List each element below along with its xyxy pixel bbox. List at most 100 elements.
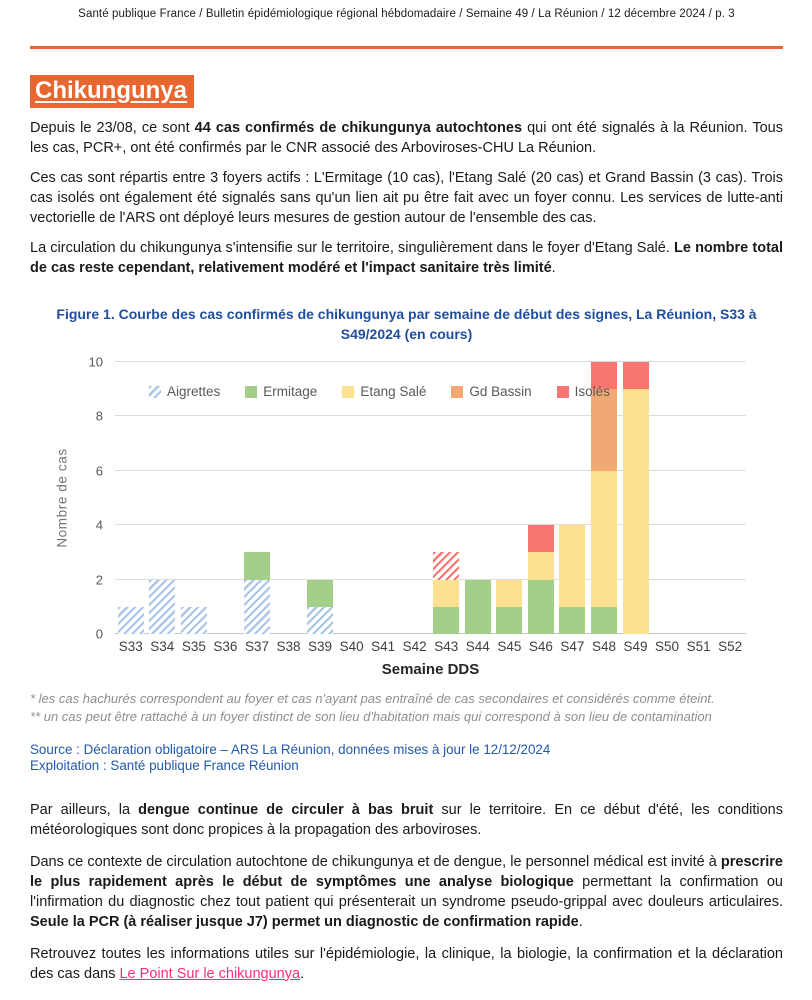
bar-segment-isol-s-hachur-s	[433, 552, 460, 580]
bar-S49	[622, 362, 649, 634]
bar-segment-etang-sal	[559, 525, 586, 607]
text-run: Ces cas sont répartis entre 3 foyers act…	[30, 170, 783, 226]
bar-S48	[590, 362, 617, 634]
bar-segment-isol-s	[622, 362, 649, 390]
source-line: Source : Déclaration obligatoire – ARS L…	[30, 742, 551, 757]
bar-segment-etang-sal	[590, 470, 617, 607]
y-tick-8: 8	[95, 408, 103, 424]
text-run: Dans ce contexte de circulation autochto…	[30, 854, 721, 870]
bar-slot-S42	[399, 362, 431, 634]
header-divider	[30, 46, 783, 49]
bar-segment-aigrettes	[149, 579, 176, 634]
legend-label: Ermitage	[263, 384, 318, 399]
paragraph-link: Retrouvez toutes les informations utiles…	[30, 944, 783, 984]
text-run: permettant la confirmation ou l'infirmat…	[30, 874, 783, 910]
exploitation-line: Exploitation : Santé publique France Réu…	[30, 758, 299, 773]
bar-slot-S34	[147, 362, 179, 634]
bar-slot-S41	[367, 362, 399, 634]
bar-slot-S46	[525, 362, 557, 634]
bar-slot-S33	[115, 362, 147, 634]
bar-segment-isol-s	[590, 362, 617, 390]
text-run: Retrouvez toutes les informations utiles…	[30, 946, 783, 982]
text-run: Depuis le 23/08, ce sont	[30, 120, 195, 136]
legend-swatch-ermitage	[245, 385, 258, 398]
x-axis-labels: S33 S34 S35 S36 S37 S38 S39 S40 S41 S42 S43 S44 S45 S…	[115, 639, 746, 654]
x-tick-S34: S34	[150, 639, 175, 654]
legend-item-gd-bassin: Gd Bassin	[451, 384, 532, 399]
x-tick-S41: S41	[371, 639, 396, 654]
legend-swatch-gd-bassin	[451, 385, 464, 398]
bar-S45	[496, 579, 523, 634]
text-run: qui ont été signalés à la Réunion. Tous …	[30, 120, 783, 156]
bar-slot-S35	[178, 362, 210, 634]
bar-segment-aigrettes	[307, 606, 334, 634]
bar-S33	[117, 606, 144, 634]
x-tick-S37: S37	[244, 639, 269, 654]
bars-layer	[115, 362, 746, 634]
x-tick-S35: S35	[181, 639, 206, 654]
text-run-bold: Le nombre total de cas reste cependant, …	[30, 240, 784, 276]
bar-slot-S43	[430, 362, 462, 634]
y-tick-0: 0	[95, 626, 103, 642]
bar-slot-S40	[336, 362, 368, 634]
text-run: sur le territoire. En ce début d'été, le…	[30, 802, 783, 838]
x-tick-S40: S40	[339, 639, 364, 654]
x-tick-S38: S38	[276, 639, 301, 654]
gridline-2	[115, 578, 746, 580]
legend-item-aigrettes: Aigrettes	[149, 384, 220, 399]
x-tick-S48: S48	[591, 639, 616, 654]
chart-legend: Aigrettes Ermitage Etang Salé Gd Bassin Isol…	[149, 384, 610, 399]
bar-slot-S47	[557, 362, 589, 634]
bar-S43	[433, 552, 460, 634]
point-sur-chikungunya-link[interactable]: Le Point Sur le chikungunya	[119, 966, 301, 982]
x-tick-S36: S36	[213, 639, 238, 654]
paragraph-intro-1: Depuis le 23/08, ce sont 44 cas confirmé…	[30, 118, 783, 158]
bar-slot-S48	[588, 362, 620, 634]
paragraph-intro-2: Ces cas sont répartis entre 3 foyers act…	[30, 168, 783, 228]
paragraph-intro-3: La circulation du chikungunya s'intensif…	[30, 238, 783, 278]
y-axis-title: Nombre de cas	[54, 448, 70, 548]
bar-segment-aigrettes	[180, 606, 207, 634]
bar-S44	[464, 579, 491, 634]
y-tick-6: 6	[95, 463, 103, 479]
gridline-8	[115, 415, 746, 417]
x-tick-S39: S39	[308, 639, 333, 654]
text-run: Par ailleurs, la	[30, 802, 139, 818]
bar-segment-ermitage	[559, 606, 586, 634]
text-run: .	[551, 260, 556, 276]
bar-slot-S51	[683, 362, 715, 634]
legend-item-ermitage: Ermitage	[245, 384, 317, 399]
bar-segment-etang-sal	[622, 389, 649, 634]
figure-title: Figure 1. Courbe des cas confirmés de ch…	[56, 306, 757, 342]
bar-slot-S52	[714, 362, 746, 634]
section-title-wrap: Chikungunya	[30, 49, 783, 108]
bar-slot-S38	[273, 362, 305, 634]
legend-label: Gd Bassin	[469, 384, 532, 399]
bar-S37	[243, 552, 270, 634]
text-run-bold: prescrire le plus rapidement après le dé…	[30, 854, 783, 890]
bar-segment-ermitage	[527, 579, 554, 634]
x-tick-S43: S43	[434, 639, 459, 654]
figure1-chart: Nombre de cas 0 2 4 6 8 10 Aigrettes Ermitage Et…	[30, 355, 783, 678]
text-run-bold: 44 cas confirmés de chikungunya autochto…	[194, 120, 523, 136]
x-tick-S51: S51	[686, 639, 711, 654]
bar-segment-ermitage	[433, 606, 460, 634]
bar-slot-S37	[241, 362, 273, 634]
text-run: La circulation du chikungunya s'intensif…	[30, 240, 674, 256]
bar-segment-aigrettes	[243, 579, 270, 634]
bar-slot-S44	[462, 362, 494, 634]
paragraph-dengue: Par ailleurs, la dengue continue de circ…	[30, 800, 783, 840]
bar-segment-isol-s	[527, 525, 554, 553]
text-run: .	[578, 914, 583, 930]
figure-footnotes: * les cas hachurés correspondent au foye…	[30, 690, 783, 725]
bar-segment-ermitage	[243, 552, 270, 580]
x-tick-S33: S33	[118, 639, 143, 654]
text-run-bold: Seule la PCR (à réaliser jusque J7) perm…	[30, 914, 579, 930]
bar-slot-S50	[651, 362, 683, 634]
footnote-2: ** un cas peut être rattaché à un foyer …	[30, 708, 712, 724]
bar-slot-S45	[494, 362, 526, 634]
legend-swatch-isol-s	[556, 385, 569, 398]
bar-segment-etang-sal	[496, 579, 523, 607]
bar-S34	[149, 579, 176, 634]
